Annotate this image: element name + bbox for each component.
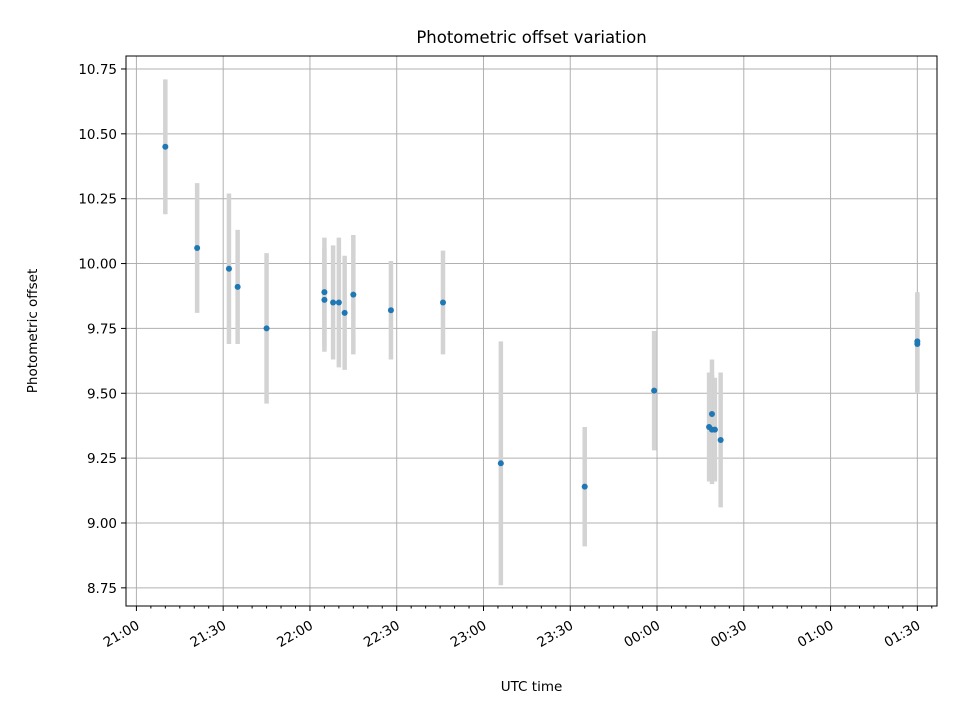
- data-point: [225, 265, 232, 272]
- y-tick-label: 9.75: [87, 321, 117, 337]
- data-point: [194, 244, 201, 251]
- data-point: [263, 325, 270, 332]
- data-point: [330, 299, 337, 306]
- data-point: [350, 291, 357, 298]
- data-point: [711, 426, 718, 433]
- data-point: [914, 340, 921, 347]
- data-point: [651, 387, 658, 394]
- chart-title: Photometric offset variation: [416, 28, 646, 47]
- y-tick-label: 9.25: [87, 451, 117, 467]
- y-axis-ticks: 8.75 9.00 9.25 9.50 9.75 10.00 10.25 10.50 10.75: [78, 62, 126, 597]
- data-point: [234, 283, 241, 290]
- y-tick-label: 8.75: [87, 581, 117, 597]
- data-point: [717, 436, 724, 443]
- data-point: [387, 307, 394, 314]
- data-point: [321, 296, 328, 303]
- plot-frame: [125, 55, 938, 607]
- y-tick-label: 9.50: [87, 386, 117, 402]
- x-axis-label: UTC time: [501, 679, 563, 695]
- gridlines: [126, 56, 937, 606]
- data-point: [581, 483, 588, 490]
- y-tick-label: 10.50: [78, 127, 117, 143]
- data-point: [439, 299, 446, 306]
- y-tick-label: 9.00: [87, 516, 117, 532]
- y-tick-label: 10.25: [78, 192, 117, 208]
- data-point: [341, 309, 348, 316]
- data-point: [708, 411, 715, 418]
- y-axis-label: Photometric offset: [25, 269, 41, 393]
- data-point: [321, 289, 328, 296]
- y-tick-label: 10.00: [78, 257, 117, 273]
- data-point: [162, 143, 169, 150]
- data-point: [497, 460, 504, 467]
- data-points: [162, 143, 921, 490]
- y-tick-label: 10.75: [78, 62, 117, 78]
- data-point: [335, 299, 342, 306]
